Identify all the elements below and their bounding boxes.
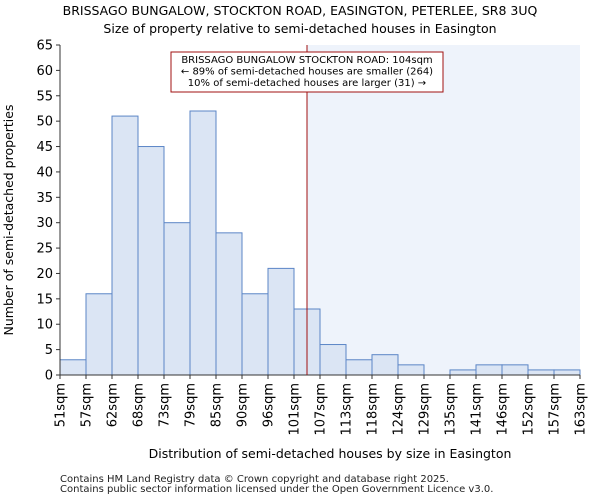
y-tick-label-15: 15 — [36, 292, 53, 307]
bar-135sqm — [449, 369, 477, 376]
x-tick-label-124sqm: 124sqm — [392, 383, 407, 436]
y-tick-label-45: 45 — [36, 140, 53, 155]
footer-licence: Contains public sector information licen… — [60, 484, 494, 495]
y-tick-label-60: 60 — [36, 64, 53, 79]
y-tick-label-0: 0 — [45, 369, 53, 384]
bar-157sqm — [553, 369, 581, 376]
x-tick-label-107sqm: 107sqm — [314, 383, 329, 436]
x-tick-label-73sqm: 73sqm — [158, 383, 173, 427]
bar-85sqm — [215, 232, 243, 376]
y-axis-title: Number of semi-detached properties — [1, 105, 16, 336]
x-tick-label-135sqm: 135sqm — [444, 383, 459, 436]
x-tick-label-141sqm: 141sqm — [470, 383, 485, 436]
annotation-box — [170, 51, 444, 93]
x-tick-label-85sqm: 85sqm — [210, 383, 225, 427]
x-tick-label-96sqm: 96sqm — [262, 383, 277, 427]
bar-51sqm — [59, 359, 87, 376]
annotation-line-1: BRISSAGO BUNGALOW STOCKTON ROAD: 104sqm — [181, 55, 432, 66]
bar-96sqm — [267, 267, 295, 376]
bar-62sqm — [111, 115, 139, 376]
bar-107sqm — [319, 344, 347, 376]
chart-subtitle: Size of property relative to semi-detach… — [103, 21, 497, 36]
x-tick-label-163sqm: 163sqm — [574, 383, 589, 436]
x-tick-label-51sqm: 51sqm — [54, 383, 69, 427]
x-tick-label-68sqm: 68sqm — [132, 383, 147, 427]
y-tick-label-20: 20 — [36, 267, 53, 282]
x-axis-title: Distribution of semi-detached houses by … — [149, 446, 512, 461]
x-tick-label-157sqm: 157sqm — [548, 383, 563, 436]
x-tick-label-62sqm: 62sqm — [106, 383, 121, 427]
y-tick-label-40: 40 — [36, 165, 53, 180]
bar-146sqm — [501, 364, 529, 376]
bar-113sqm — [345, 359, 373, 376]
y-tick-label-10: 10 — [36, 318, 53, 333]
x-tick-label-118sqm: 118sqm — [366, 383, 381, 436]
x-tick-label-57sqm: 57sqm — [80, 383, 95, 427]
bar-57sqm — [85, 293, 113, 376]
y-tick-label-30: 30 — [36, 216, 53, 231]
bar-118sqm — [371, 354, 399, 376]
bar-79sqm — [189, 110, 217, 376]
x-tick-label-113sqm: 113sqm — [340, 383, 355, 436]
y-tick-label-65: 65 — [36, 39, 53, 54]
highlight-region — [307, 45, 580, 375]
y-tick-label-5: 5 — [45, 343, 53, 358]
y-tick-label-50: 50 — [36, 115, 53, 130]
footer-copyright: Contains HM Land Registry data © Crown c… — [60, 474, 449, 485]
y-tick-label-35: 35 — [36, 191, 53, 206]
bar-90sqm — [241, 293, 269, 376]
bar-124sqm — [397, 364, 425, 376]
x-tick-label-90sqm: 90sqm — [236, 383, 251, 427]
bar-68sqm — [137, 146, 165, 376]
chart-title: BRISSAGO BUNGALOW, STOCKTON ROAD, EASING… — [62, 3, 538, 18]
annotation-line-3: 10% of semi-detached houses are larger (… — [188, 78, 426, 89]
bar-73sqm — [163, 222, 191, 376]
x-tick-label-101sqm: 101sqm — [288, 383, 303, 436]
x-tick-label-129sqm: 129sqm — [418, 383, 433, 436]
x-tick-label-79sqm: 79sqm — [184, 383, 199, 427]
bar-141sqm — [475, 364, 503, 376]
x-tick-label-152sqm: 152sqm — [522, 383, 537, 436]
y-tick-label-25: 25 — [36, 242, 53, 257]
bar-152sqm — [527, 369, 555, 376]
y-tick-label-55: 55 — [36, 89, 53, 104]
x-tick-label-146sqm: 146sqm — [496, 383, 511, 436]
annotation-line-2: ← 89% of semi-detached houses are smalle… — [181, 67, 433, 78]
